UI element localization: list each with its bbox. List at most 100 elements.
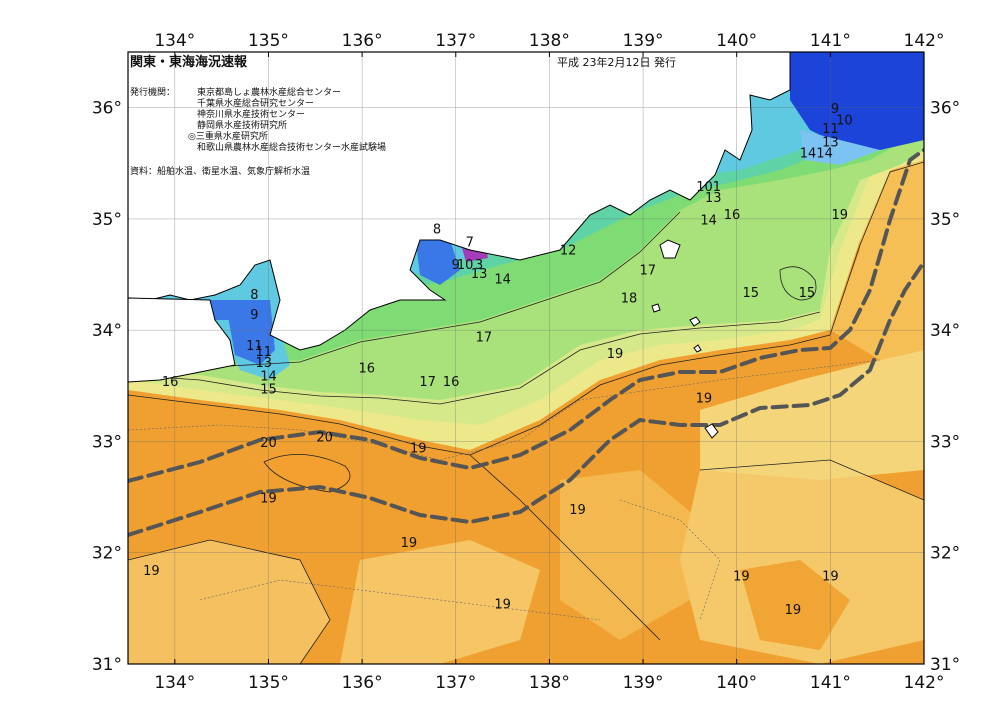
latitude-tick-label-right: 33° (930, 432, 960, 452)
contour-label: 14 (700, 213, 717, 228)
latitude-labels-right: 36° 35° 34° 33° 32° 31° (930, 99, 960, 675)
longitude-tick-label-bottom: 142° (904, 673, 945, 693)
kashima-deep-blue (790, 52, 924, 150)
contour-label: 13 (705, 191, 722, 206)
contour-label: 19 (785, 603, 802, 618)
plot-frame (127, 51, 925, 665)
contour-label: 7 (466, 236, 474, 251)
contour-label: 19 (831, 208, 848, 223)
longitude-tick-label-bottom: 136° (342, 673, 383, 693)
longitude-tick-label-top: 141° (810, 31, 851, 51)
longitude-tick-label-top: 134° (154, 31, 195, 51)
data-source: 資料：船舶水温、衛星水温、気象庁解析水温 (130, 165, 310, 177)
latitude-labels-left: 36° 35° 34° 33° 32° 31° (92, 99, 122, 675)
warm-core-20 (250, 450, 360, 490)
sea-patch-s1 (340, 540, 540, 664)
sea-patch-se-warm (740, 560, 850, 650)
contour-label: 9 (452, 258, 460, 273)
longitude-tick-label-bottom: 138° (529, 673, 570, 693)
latitude-tick-label-right: 31° (930, 655, 960, 675)
contour-label: 16 (443, 375, 460, 390)
contour-label: 13 (471, 267, 488, 282)
miyakejima (693, 344, 702, 353)
contour-label: 11 (256, 345, 273, 360)
contour-label: 19 (607, 347, 624, 362)
contour-label: 19 (143, 564, 160, 579)
latitude-tick-label-left: 33° (92, 432, 122, 452)
latitude-tick-label-left: 32° (92, 544, 122, 564)
contour-label-group: 20 20191919191919191919191919161514131111… (143, 102, 853, 618)
contour-label: 3 (475, 258, 483, 273)
contour-label: 19 (696, 392, 713, 407)
hachijojima (704, 423, 719, 439)
contour-label: 10 (457, 258, 474, 273)
osaka-bay-blue (210, 300, 260, 320)
contour-label: 19 (401, 536, 418, 551)
latitude-tick-label-right: 32° (930, 544, 960, 564)
longitude-tick-label-bottom: 137° (435, 673, 476, 693)
contour-label: 8 (250, 288, 258, 303)
contour-label: 19 (494, 597, 511, 612)
contour-label: 11 (822, 122, 839, 137)
kozushima (651, 303, 661, 313)
contour-label: 17 (639, 264, 656, 279)
kuroshio-axis (128, 148, 924, 537)
longitude-tick-label-top: 135° (248, 31, 289, 51)
issue-date: 平成 23年2月12日 発行 (557, 55, 676, 69)
contour-label: 17 (476, 330, 493, 345)
contour-label: 16 (359, 361, 376, 376)
longitude-tick-label-bottom: 134° (154, 673, 195, 693)
latitude-tick-label-left: 35° (92, 210, 122, 230)
shikoku-land (128, 297, 236, 383)
contour-label: 14 (260, 369, 277, 384)
contour-label: 16 (162, 375, 179, 390)
publisher-org: 東京都島しょ農林水産総合センター (197, 86, 341, 98)
contour-label: 13 (822, 136, 839, 151)
longitude-tick-label-bottom: 135° (248, 673, 289, 693)
longitude-tick-label-top: 137° (435, 31, 476, 51)
sea-patch-east (700, 350, 924, 480)
temperature-field (128, 52, 924, 664)
contour-label: 10 (836, 113, 853, 128)
longitude-tick-label-bottom: 141° (810, 673, 851, 693)
contour-label: 101 (696, 180, 721, 195)
contour-label: 19 (410, 442, 427, 457)
longitude-labels-bottom: 134° 135° 136° 137° 138° 139° 140° 141° 142° (154, 659, 944, 693)
niijima (689, 316, 701, 327)
longitude-tick-label-top: 142° (904, 31, 945, 51)
publisher-org: 千葉県水産総合研究センター (197, 97, 314, 109)
longitude-tick-label-top: 140° (716, 31, 757, 51)
longitude-tick-label-top: 139° (623, 31, 664, 51)
publisher-label: 発行機関： (130, 86, 175, 98)
latitude-tick-label-right: 36° (930, 99, 960, 119)
contour-label: 9 (250, 308, 258, 323)
sea-patch-sw (128, 540, 330, 664)
longitude-labels-top: 134° 135° 136° 137° 138° 139° 140° 141° 142° (154, 31, 944, 57)
latitude-tick-label-right: 34° (930, 321, 960, 341)
contour-label: 20 (260, 436, 277, 451)
contour-label: 20 (316, 430, 333, 445)
latitude-tick-label-right: 35° (930, 210, 960, 230)
sea-patch-ne (830, 150, 924, 360)
sea-patch-s2 (560, 470, 700, 640)
contour-label: 13 (256, 356, 273, 371)
honshu-shikoku-land (128, 52, 791, 351)
isotherm-lines (128, 161, 924, 664)
contour-label: 19 (569, 503, 586, 518)
contour-label: 11 (246, 339, 263, 354)
contour-label: 18 (621, 291, 638, 306)
longitude-tick-label-bottom: 139° (623, 673, 664, 693)
longitude-tick-label-bottom: 140° (716, 673, 757, 693)
latitude-tick-label-left: 31° (92, 655, 122, 675)
minor-isotherm-lines (128, 359, 881, 621)
latitude-tick-label-left: 36° (92, 99, 122, 119)
contour-label: 15 (742, 286, 759, 301)
publisher-org: 神奈川県水産技術センター (197, 108, 305, 120)
contour-label: 17 (419, 375, 436, 390)
contour-label: 16 (724, 208, 741, 223)
publisher-org: 和歌山県農林水産総合技術センター水産試験場 (197, 141, 386, 153)
longitude-tick-label-top: 138° (529, 31, 570, 51)
contour-label: 1414 (800, 147, 833, 162)
izu-oshima (659, 239, 681, 259)
land-masses (128, 52, 791, 439)
